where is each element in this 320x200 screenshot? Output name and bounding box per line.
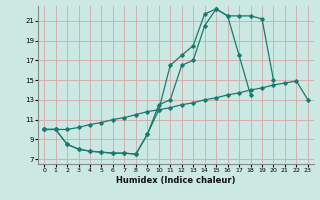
- X-axis label: Humidex (Indice chaleur): Humidex (Indice chaleur): [116, 176, 236, 185]
